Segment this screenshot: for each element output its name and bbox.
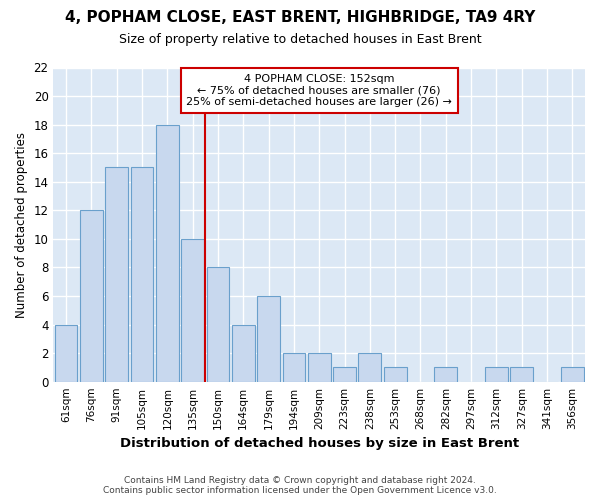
Bar (257, 296, 280, 382)
Bar (80, 210, 103, 382)
Text: 4, POPHAM CLOSE, EAST BRENT, HIGHBRIDGE, TA9 4RY: 4, POPHAM CLOSE, EAST BRENT, HIGHBRIDGE,… (65, 10, 535, 25)
Text: 4 POPHAM CLOSE: 152sqm
← 75% of detached houses are smaller (76)
25% of semi-det: 4 POPHAM CLOSE: 152sqm ← 75% of detached… (186, 74, 452, 107)
Bar (181, 239, 204, 382)
Bar (434, 368, 457, 382)
Bar (561, 368, 584, 382)
Bar (232, 324, 254, 382)
Bar (485, 368, 508, 382)
Bar (283, 353, 305, 382)
Bar (511, 368, 533, 382)
Bar (106, 168, 128, 382)
Bar (333, 368, 356, 382)
X-axis label: Distribution of detached houses by size in East Brent: Distribution of detached houses by size … (119, 437, 519, 450)
Text: Size of property relative to detached houses in East Brent: Size of property relative to detached ho… (119, 32, 481, 46)
Bar (308, 353, 331, 382)
Bar (206, 268, 229, 382)
Text: Contains HM Land Registry data © Crown copyright and database right 2024.
Contai: Contains HM Land Registry data © Crown c… (103, 476, 497, 495)
Bar (131, 168, 154, 382)
Bar (55, 324, 77, 382)
Bar (156, 124, 179, 382)
Y-axis label: Number of detached properties: Number of detached properties (15, 132, 28, 318)
Bar (384, 368, 407, 382)
Bar (358, 353, 381, 382)
